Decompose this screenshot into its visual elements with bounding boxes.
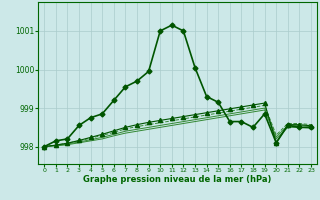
X-axis label: Graphe pression niveau de la mer (hPa): Graphe pression niveau de la mer (hPa): [84, 175, 272, 184]
